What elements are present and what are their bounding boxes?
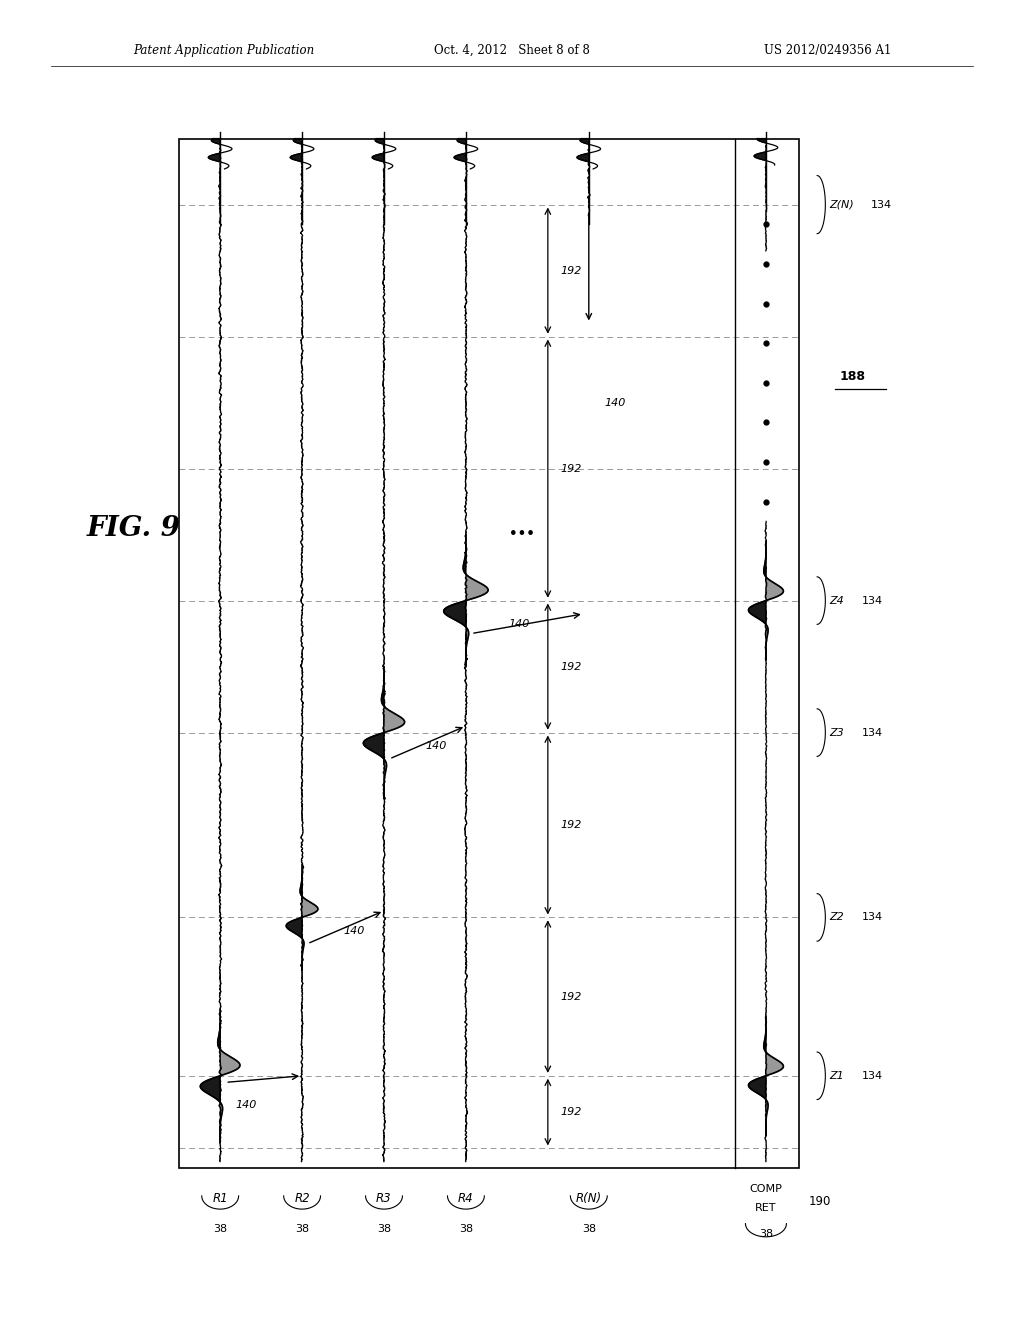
Text: Z2: Z2 [829,912,844,923]
Text: 38: 38 [213,1224,227,1234]
Text: 134: 134 [862,1071,884,1081]
Text: 188: 188 [840,370,865,383]
Text: US 2012/0249356 A1: US 2012/0249356 A1 [764,44,891,57]
Bar [179,139,799,1168]
Text: R(N): R(N) [575,1192,602,1205]
Text: 134: 134 [870,199,892,210]
Text: COMP: COMP [750,1184,782,1195]
Text: 140: 140 [509,619,530,630]
Text: Z3: Z3 [829,727,844,738]
Text: 192: 192 [560,265,582,276]
Text: 140: 140 [343,925,365,936]
Text: 38: 38 [295,1224,309,1234]
Text: 134: 134 [862,727,884,738]
Text: Z1: Z1 [829,1071,844,1081]
Text: 192: 192 [560,1107,582,1117]
Text: 38: 38 [459,1224,473,1234]
Text: 192: 192 [560,661,582,672]
Text: R1: R1 [212,1192,228,1205]
Text: R4: R4 [458,1192,474,1205]
Text: ...: ... [509,516,536,540]
Text: Z(N): Z(N) [829,199,854,210]
Text: 38: 38 [582,1224,596,1234]
Text: Patent Application Publication: Patent Application Publication [133,44,314,57]
Text: 134: 134 [862,595,884,606]
Text: RET: RET [756,1203,776,1213]
Text: 134: 134 [862,912,884,923]
Text: R2: R2 [294,1192,310,1205]
Text: 190: 190 [809,1195,831,1208]
Text: 140: 140 [604,397,626,408]
Text: R3: R3 [376,1192,392,1205]
Text: 38: 38 [759,1229,773,1239]
Text: 192: 192 [560,991,582,1002]
Text: Z4: Z4 [829,595,844,606]
Text: 192: 192 [560,820,582,830]
Text: 140: 140 [425,741,446,751]
Text: 192: 192 [560,463,582,474]
Text: 38: 38 [377,1224,391,1234]
Text: Oct. 4, 2012   Sheet 8 of 8: Oct. 4, 2012 Sheet 8 of 8 [434,44,590,57]
Text: 140: 140 [236,1100,256,1110]
Text: FIG. 9: FIG. 9 [87,515,181,541]
